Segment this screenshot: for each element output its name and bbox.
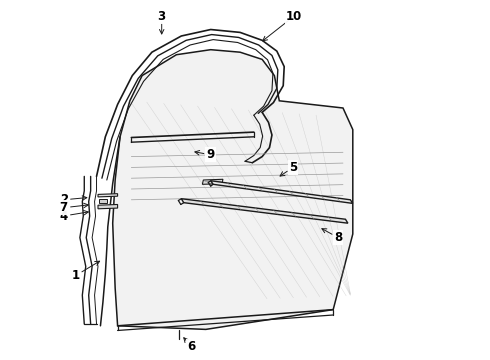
- Text: 9: 9: [207, 148, 215, 161]
- Text: 5: 5: [289, 161, 297, 174]
- Text: 10: 10: [286, 10, 302, 23]
- Polygon shape: [113, 50, 353, 329]
- Text: 1: 1: [72, 269, 80, 282]
- Polygon shape: [98, 194, 118, 197]
- Text: 3: 3: [158, 10, 166, 23]
- Text: 6: 6: [187, 340, 195, 353]
- Text: 4: 4: [60, 210, 68, 222]
- Polygon shape: [181, 199, 348, 223]
- Text: 8: 8: [334, 231, 342, 244]
- Text: 2: 2: [60, 193, 68, 206]
- Polygon shape: [98, 204, 118, 209]
- Polygon shape: [211, 181, 353, 203]
- Bar: [99, 199, 107, 203]
- Text: 7: 7: [60, 201, 68, 214]
- Polygon shape: [202, 179, 223, 184]
